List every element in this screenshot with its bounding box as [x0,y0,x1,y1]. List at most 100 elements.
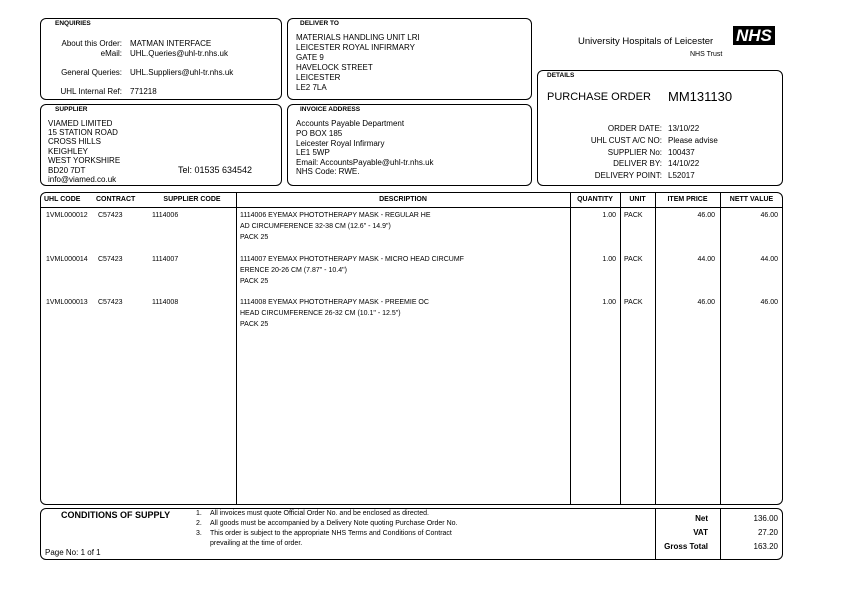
field-label: DELIVER BY: [613,159,662,168]
supplier-email: info@viamed.co.uk [48,175,117,184]
field-label: General Queries: [61,68,122,77]
address-line: Email: AccountsPayable@uhl-tr.nhs.uk [296,158,434,167]
address-line: BD20 7DT [48,166,86,175]
column-header: QUANTITY [577,196,613,203]
address-line: WEST YORKSHIRE [48,156,121,165]
nett-value: 46.00 [760,299,778,306]
org-name: University Hospitals of Leicester [578,36,714,47]
supplier-box [40,104,282,186]
item-price: 46.00 [697,299,715,306]
quantity: 1.00 [602,256,616,263]
description-line: ERENCE 20-26 CM (7.87" - 10.4") [240,267,347,274]
column-header: CONTRACT [96,196,136,203]
box-label: INVOICE ADDRESS [300,106,361,113]
column-rule [655,192,656,505]
totals-rule [720,508,721,560]
enquiries-box [40,18,282,100]
total-value: 27.20 [757,528,778,537]
description-line: PACK 25 [240,278,269,285]
description-line: HEAD CIRCUMFERENCE 26-32 CM (10.1" - 12.… [240,310,401,317]
order-number: MM131130 [668,89,733,104]
supplier-code: 1114008 [152,299,179,306]
supplier-code: 1114007 [152,256,179,263]
address-line: KEIGHLEY [48,147,89,156]
field-label: UHL Internal Ref: [60,87,122,96]
total-label: Gross Total [664,542,708,551]
box-label: SUPPLIER [55,106,88,113]
field-value: 14/10/22 [668,159,700,168]
unit: PACK [624,256,643,263]
page-number: Page No: 1 of 1 [45,548,101,557]
items-table [40,192,783,505]
box-label: ENQUIRIES [55,20,91,27]
address-line: CROSS HILLS [48,137,101,146]
deliver-box [287,18,532,100]
address-line: LE2 7LA [296,83,327,92]
uhl-code: 1VML000012 [46,212,88,219]
supplier-code: 1114006 [152,212,179,219]
unit: PACK [624,212,643,219]
condition-text: prevailing at the time of order. [210,540,303,547]
quantity: 1.00 [602,212,616,219]
description-line: AD CIRCUMFERENCE 32-38 CM (12.6" - 14.9"… [240,223,391,230]
address-line: LE1 5WP [296,148,330,157]
footer-box [40,508,783,560]
total-value: 136.00 [753,514,778,523]
description-line: PACK 25 [240,234,269,241]
item-price: 46.00 [697,212,715,219]
nett-value: 44.00 [760,256,778,263]
field-label: DELIVERY POINT: [594,171,662,180]
box-label: DETAILS [547,72,575,79]
address-line: VIAMED LIMITED [48,119,113,128]
column-header: SUPPLIER CODE [163,196,221,203]
address-line: 15 STATION ROAD [48,128,118,137]
address-line: LEICESTER [296,73,341,82]
field-value: 13/10/22 [668,124,700,133]
column-rule [236,192,237,505]
header-rule [40,207,783,208]
box-label: DELIVER TO [300,20,339,27]
condition-text: All goods must be accompanied by a Deliv… [210,520,458,527]
address-line: Leicester Royal Infirmary [296,139,385,148]
address-line: NHS Code: RWE. [296,167,360,176]
field-label: UHL CUST A/C NO: [590,136,662,145]
invoice-box [287,104,532,186]
field-label: SUPPLIER No: [607,148,662,157]
condition-text: This order is subject to the appropriate… [210,530,452,537]
field-label: ORDER DATE: [607,124,662,133]
condition-number: 3. [196,530,202,537]
address-line: LEICESTER ROYAL INFIRMARY [296,43,415,52]
field-value: 100437 [668,148,695,157]
field-label: About this Order: [61,39,122,48]
trust-name: NHS Trust [690,51,723,58]
field-value: Please advise [668,136,718,145]
column-header: UHL CODE [44,196,81,203]
uhl-code: 1VML000013 [46,299,88,306]
column-rule [620,192,621,505]
supplier-tel: Tel: 01535 634542 [178,165,253,175]
item-price: 44.00 [697,256,715,263]
field-value: L52017 [668,171,695,180]
condition-number: 2. [196,520,202,527]
column-rule [720,192,721,505]
description-line: 1114006 EYEMAX PHOTOTHERAPY MASK - REGUL… [240,212,431,219]
contract: C57423 [98,299,123,306]
column-rule [570,192,571,505]
column-header: ITEM PRICE [667,196,708,203]
contract: C57423 [98,256,123,263]
description-line: 1114008 EYEMAX PHOTOTHERAPY MASK - PREEM… [240,299,429,306]
totals-rule [655,508,656,560]
condition-text: All invoices must quote Official Order N… [210,510,429,517]
nhs-badge: NHS [733,26,775,45]
address-line: Accounts Payable Department [296,119,405,128]
description-line: 1114007 EYEMAX PHOTOTHERAPY MASK - MICRO… [240,256,464,263]
uhl-code: 1VML000014 [46,256,88,263]
field-value: UHL.Queries@uhl-tr.nhs.uk [130,49,228,58]
address-line: MATERIALS HANDLING UNIT LRI [296,33,420,42]
conditions-title: CONDITIONS OF SUPPLY [61,510,171,520]
field-label: eMail: [100,49,122,58]
description-line: PACK 25 [240,321,269,328]
column-header: DESCRIPTION [379,196,427,203]
unit: PACK [624,299,643,306]
total-value: 163.20 [753,542,778,551]
